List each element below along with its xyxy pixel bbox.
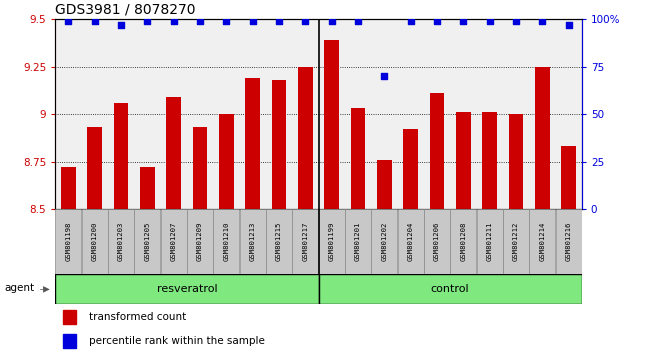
Point bbox=[300, 18, 311, 24]
Bar bbox=[292, 209, 318, 274]
Bar bbox=[377, 160, 391, 209]
Text: GSM801199: GSM801199 bbox=[329, 222, 335, 261]
Bar bbox=[556, 209, 582, 274]
Text: GSM801211: GSM801211 bbox=[487, 222, 493, 261]
Bar bbox=[371, 209, 397, 274]
Text: transformed count: transformed count bbox=[90, 312, 187, 322]
Text: agent: agent bbox=[5, 283, 34, 293]
Bar bbox=[424, 209, 450, 274]
Point bbox=[116, 22, 126, 28]
Point bbox=[458, 18, 469, 24]
Text: GSM801214: GSM801214 bbox=[540, 222, 545, 261]
Bar bbox=[456, 112, 471, 209]
Point bbox=[274, 18, 284, 24]
Text: GSM801205: GSM801205 bbox=[144, 222, 150, 261]
Bar bbox=[140, 167, 155, 209]
Bar bbox=[108, 209, 134, 274]
Bar bbox=[509, 114, 523, 209]
Bar bbox=[529, 209, 555, 274]
Bar bbox=[88, 127, 102, 209]
Bar bbox=[318, 274, 582, 304]
Text: GSM801207: GSM801207 bbox=[171, 222, 177, 261]
Bar bbox=[61, 167, 75, 209]
Bar bbox=[161, 209, 187, 274]
Bar bbox=[213, 209, 239, 274]
Point bbox=[326, 18, 337, 24]
Bar bbox=[240, 209, 266, 274]
Bar bbox=[298, 67, 313, 209]
Bar bbox=[482, 112, 497, 209]
Point bbox=[537, 18, 547, 24]
Text: GSM801213: GSM801213 bbox=[250, 222, 255, 261]
Text: GSM801209: GSM801209 bbox=[197, 222, 203, 261]
Text: GSM801198: GSM801198 bbox=[66, 222, 72, 261]
Bar bbox=[476, 209, 502, 274]
Text: GSM801216: GSM801216 bbox=[566, 222, 571, 261]
Text: GSM801202: GSM801202 bbox=[382, 222, 387, 261]
Bar bbox=[535, 67, 549, 209]
Point bbox=[63, 18, 73, 24]
Text: percentile rank within the sample: percentile rank within the sample bbox=[90, 336, 265, 346]
Point bbox=[221, 18, 231, 24]
Bar bbox=[562, 146, 576, 209]
Bar bbox=[166, 97, 181, 209]
Bar bbox=[272, 80, 286, 209]
Text: GSM801203: GSM801203 bbox=[118, 222, 124, 261]
Text: GSM801206: GSM801206 bbox=[434, 222, 440, 261]
Point bbox=[432, 18, 442, 24]
Bar bbox=[266, 209, 292, 274]
Bar bbox=[351, 108, 365, 209]
Bar bbox=[193, 127, 207, 209]
Point bbox=[90, 18, 100, 24]
Point bbox=[484, 18, 495, 24]
Text: GSM801210: GSM801210 bbox=[224, 222, 229, 261]
Bar bbox=[398, 209, 424, 274]
Bar bbox=[404, 129, 418, 209]
Bar bbox=[187, 209, 213, 274]
Text: GSM801215: GSM801215 bbox=[276, 222, 282, 261]
Bar bbox=[345, 209, 371, 274]
Point bbox=[406, 18, 416, 24]
Point bbox=[379, 73, 389, 79]
Bar bbox=[246, 78, 260, 209]
Bar bbox=[82, 209, 108, 274]
Bar bbox=[135, 209, 161, 274]
Bar bbox=[430, 93, 444, 209]
Point bbox=[168, 18, 179, 24]
Text: GSM801217: GSM801217 bbox=[302, 222, 308, 261]
Bar bbox=[318, 209, 344, 274]
Bar bbox=[55, 274, 318, 304]
Text: GDS3981 / 8078270: GDS3981 / 8078270 bbox=[55, 3, 196, 17]
Point bbox=[248, 18, 258, 24]
Bar bbox=[450, 209, 476, 274]
Point bbox=[564, 22, 574, 28]
Point bbox=[142, 18, 153, 24]
Text: GSM801201: GSM801201 bbox=[355, 222, 361, 261]
Bar bbox=[63, 310, 76, 324]
Bar bbox=[219, 114, 233, 209]
Text: GSM801212: GSM801212 bbox=[513, 222, 519, 261]
Bar bbox=[503, 209, 529, 274]
Bar bbox=[324, 40, 339, 209]
Bar bbox=[114, 103, 128, 209]
Point bbox=[511, 18, 521, 24]
Bar bbox=[55, 209, 81, 274]
Text: GSM801200: GSM801200 bbox=[92, 222, 98, 261]
Point bbox=[353, 18, 363, 24]
Text: GSM801204: GSM801204 bbox=[408, 222, 413, 261]
Text: control: control bbox=[431, 284, 469, 295]
Text: resveratrol: resveratrol bbox=[157, 284, 217, 295]
Text: GSM801208: GSM801208 bbox=[460, 222, 466, 261]
Point bbox=[195, 18, 205, 24]
Bar bbox=[63, 334, 76, 348]
